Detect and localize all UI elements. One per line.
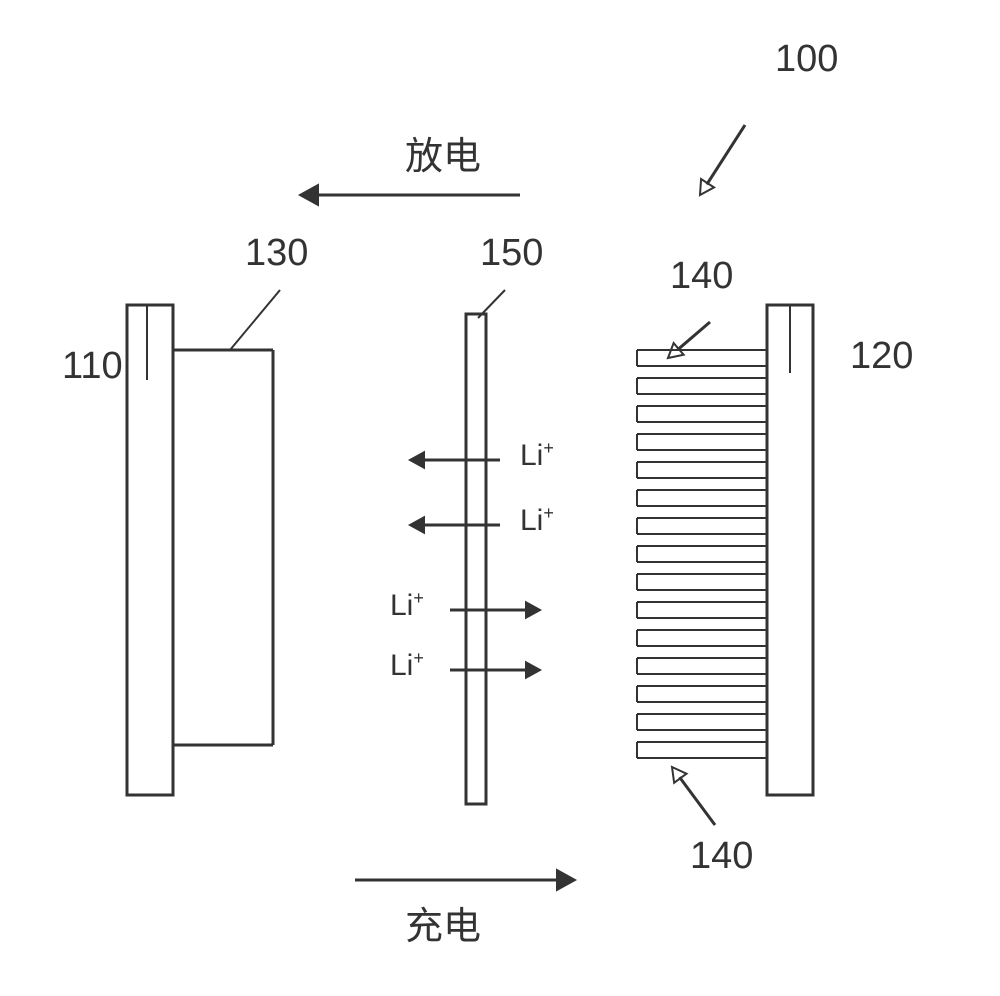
label-110: 110 — [62, 345, 123, 388]
diagram-canvas: 100 110 120 130 140 140 150 放电 充电 Li+Li+… — [0, 0, 1000, 991]
ion-label: Li+ — [390, 588, 424, 623]
label-150: 150 — [480, 232, 543, 275]
ion-symbol: Li — [520, 439, 543, 472]
label-130: 130 — [245, 232, 308, 275]
ion-charge: + — [543, 503, 554, 523]
ion-symbol: Li — [520, 504, 543, 537]
ion-charge: + — [413, 648, 424, 668]
label-140-top: 140 — [670, 255, 733, 298]
ion-charge: + — [543, 438, 554, 458]
label-discharge: 放电 — [405, 125, 481, 180]
label-120: 120 — [850, 335, 913, 378]
label-140-bottom: 140 — [690, 835, 753, 878]
ion-label: Li+ — [520, 438, 554, 473]
ion-label: Li+ — [520, 503, 554, 538]
label-charge: 充电 — [405, 895, 481, 950]
diagram-svg — [0, 0, 1000, 991]
ion-symbol: Li — [390, 589, 413, 622]
label-100: 100 — [775, 38, 838, 81]
ion-label: Li+ — [390, 648, 424, 683]
ion-symbol: Li — [390, 649, 413, 682]
ion-charge: + — [413, 588, 424, 608]
